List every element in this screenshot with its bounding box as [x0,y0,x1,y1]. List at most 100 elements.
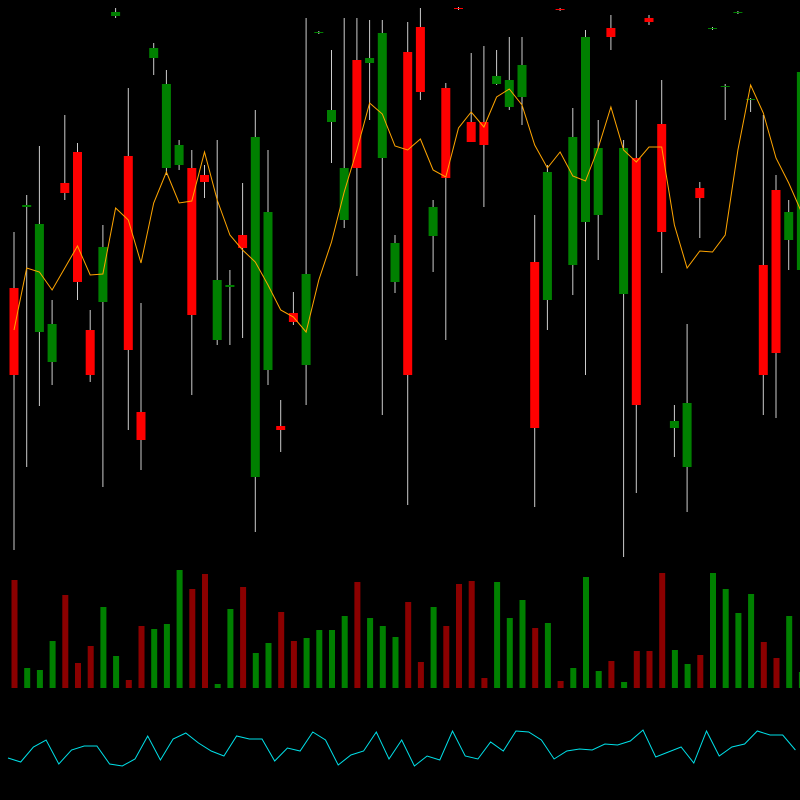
volume-bar [316,630,323,688]
candle-body [276,426,286,430]
volume-bar [786,616,793,688]
candle-body [149,48,159,58]
candle-body [746,99,756,100]
candle-body [352,60,362,168]
volume-bar [379,626,386,688]
volume-bar [100,607,107,688]
volume-bar [684,664,691,688]
volume-bar [633,651,640,688]
candle-body [669,421,679,428]
volume-bar [227,609,234,688]
volume-bar [265,643,272,688]
indicator-line [7,729,796,767]
volume-bar [202,574,208,688]
volume-bar [138,626,145,688]
candle-body [415,27,425,92]
volume-bar [329,630,335,688]
candle-body [250,137,260,477]
volume-bar [570,668,577,688]
volume-bar [646,651,653,688]
candle-body [758,265,768,375]
candle-body [466,122,476,142]
candle-body [60,183,70,193]
candle-body [123,156,133,350]
volume-bar [519,600,526,688]
candle-body [327,110,336,122]
volume-bar [151,629,158,688]
candle-body [771,190,781,353]
volume-bar [252,653,259,688]
volume-bar [214,684,221,688]
volume-bar [697,655,704,688]
volume-bar [544,623,551,688]
candle-body [784,212,794,240]
candle-body [657,124,667,232]
volume-bar [532,628,539,688]
candle-body [263,212,273,370]
candle-body [136,412,146,440]
volume-bar [189,589,196,688]
volume-bar [354,582,361,688]
candle-body [682,403,692,467]
candle-body [695,188,705,198]
volume-bar [417,662,424,688]
candle-body [47,324,57,362]
volume-bar [773,658,780,688]
candle-body [403,52,413,375]
candle-body [238,235,248,248]
candle-body [441,88,451,178]
volume-bar [621,682,628,688]
volume-bar [62,595,69,688]
candle-body [174,145,184,165]
candle-body [73,152,82,282]
candle-body [161,84,171,168]
candle-body [492,76,502,84]
candle-body [644,18,654,22]
volume-bar [290,641,297,688]
volume-bar [303,638,310,688]
volume-bar [595,671,602,688]
volume-bar [176,570,183,688]
volume-bar [456,584,462,688]
volume-bar [75,663,81,688]
volume-bar [557,681,564,688]
volume-bar [735,613,742,688]
candle-body [301,274,311,365]
candle-body [530,262,540,428]
candle-body [390,243,400,282]
candle-body [314,32,324,33]
volume-bar [113,656,120,688]
candle-body [479,122,489,145]
volume-bar [710,573,716,688]
volume-bar [24,668,31,688]
candle-body [720,86,730,87]
volume-bar [11,580,18,688]
candle-body [187,168,197,315]
candle-body [606,28,616,37]
candle-body [542,172,552,300]
candle-body [631,158,641,405]
candle-body [22,205,32,207]
candle-body [9,288,19,375]
candle-body [200,175,209,182]
volume-bar [659,573,666,688]
candle-body [225,285,235,287]
volume-bar [49,641,56,688]
volume-bar [506,618,513,688]
candle-body [504,80,514,107]
candle-body [708,28,717,29]
volume-bar [798,672,800,688]
volume-bar [240,587,247,688]
candle-body [796,72,800,270]
volume-bar [494,582,501,688]
volume-bar [468,581,475,688]
candle-body [377,33,387,158]
candle-body [454,8,463,9]
candle-body [365,58,375,63]
candle-body [111,12,121,16]
volume-bar [125,680,132,688]
volume-bar [392,637,399,688]
moving-average-line [13,83,800,334]
